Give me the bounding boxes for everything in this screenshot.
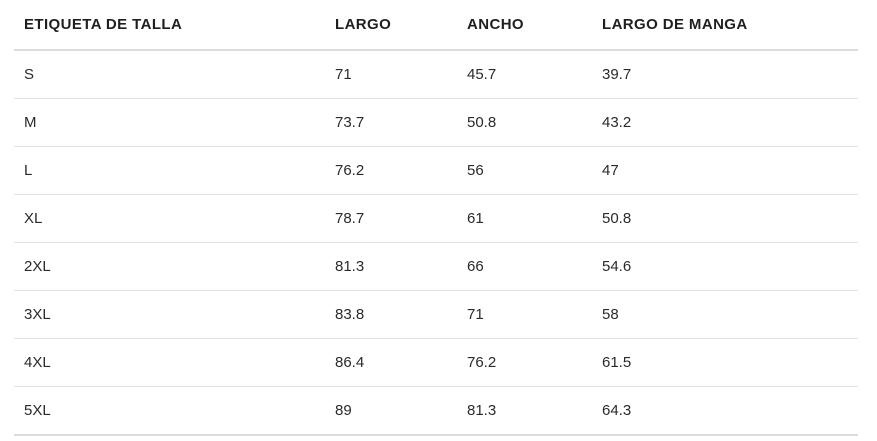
sleeve-value-cell: 39.7: [592, 50, 858, 99]
size-label-cell: 2XL: [14, 242, 325, 291]
width-value-cell: 81.3: [457, 386, 592, 436]
sleeve-value-cell: 58: [592, 290, 858, 339]
table-row: XL 78.7 61 50.8: [14, 194, 858, 243]
length-value-cell: 89: [325, 386, 457, 436]
width-value-cell: 71: [457, 290, 592, 339]
length-value-cell: 73.7: [325, 98, 457, 147]
sleeve-value-cell: 47: [592, 146, 858, 195]
length-value-cell: 71: [325, 50, 457, 99]
size-label-cell: 5XL: [14, 386, 325, 436]
sleeve-value-cell: 50.8: [592, 194, 858, 243]
table-row: 2XL 81.3 66 54.6: [14, 242, 858, 291]
size-chart-table: ETIQUETA DE TALLA LARGO ANCHO LARGO DE M…: [14, 0, 858, 436]
length-value-cell: 86.4: [325, 338, 457, 387]
column-header-length: LARGO: [325, 0, 457, 51]
width-value-cell: 76.2: [457, 338, 592, 387]
length-value-cell: 81.3: [325, 242, 457, 291]
width-value-cell: 61: [457, 194, 592, 243]
length-value-cell: 78.7: [325, 194, 457, 243]
sleeve-value-cell: 43.2: [592, 98, 858, 147]
table-row: 3XL 83.8 71 58: [14, 290, 858, 339]
sleeve-value-cell: 61.5: [592, 338, 858, 387]
sleeve-value-cell: 54.6: [592, 242, 858, 291]
table-header-row: ETIQUETA DE TALLA LARGO ANCHO LARGO DE M…: [14, 0, 858, 51]
table-row: L 76.2 56 47: [14, 146, 858, 195]
length-value-cell: 76.2: [325, 146, 457, 195]
size-label-cell: 4XL: [14, 338, 325, 387]
table-row: S 71 45.7 39.7: [14, 50, 858, 99]
width-value-cell: 50.8: [457, 98, 592, 147]
column-header-width: ANCHO: [457, 0, 592, 51]
size-label-cell: L: [14, 146, 325, 195]
size-label-cell: S: [14, 50, 325, 99]
table-row: 5XL 89 81.3 64.3: [14, 386, 858, 436]
size-label-cell: M: [14, 98, 325, 147]
table-row: M 73.7 50.8 43.2: [14, 98, 858, 147]
length-value-cell: 83.8: [325, 290, 457, 339]
column-header-sleeve: LARGO DE MANGA: [592, 0, 858, 51]
size-label-cell: XL: [14, 194, 325, 243]
size-label-cell: 3XL: [14, 290, 325, 339]
width-value-cell: 66: [457, 242, 592, 291]
width-value-cell: 56: [457, 146, 592, 195]
sleeve-value-cell: 64.3: [592, 386, 858, 436]
table-row: 4XL 86.4 76.2 61.5: [14, 338, 858, 387]
width-value-cell: 45.7: [457, 50, 592, 99]
column-header-size: ETIQUETA DE TALLA: [14, 0, 325, 51]
